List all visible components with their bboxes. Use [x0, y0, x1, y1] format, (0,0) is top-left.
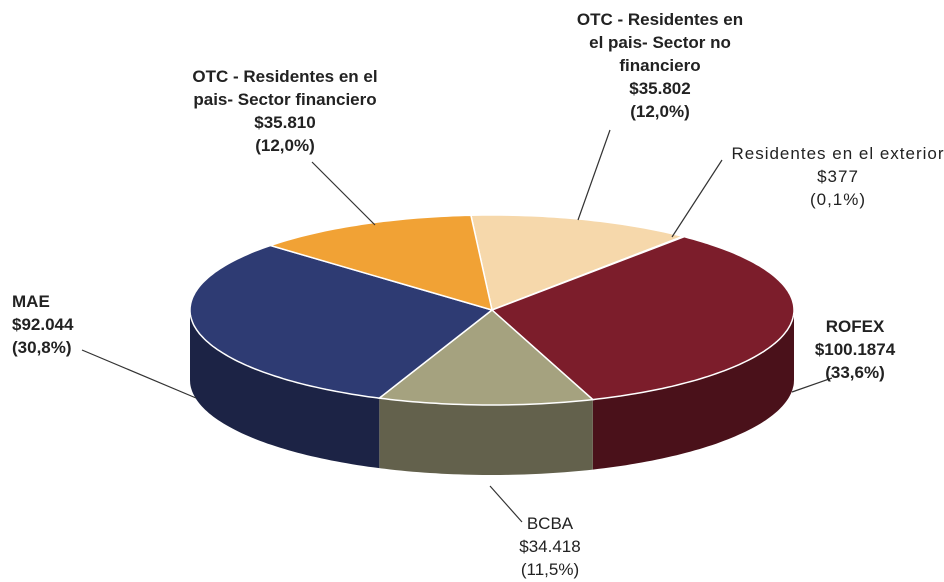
- category-label: MAE: [12, 292, 50, 311]
- slice: [189, 244, 494, 399]
- value-label: (12,0%): [630, 102, 690, 121]
- amount-label: $34.418: [519, 537, 581, 556]
- sides: [190, 310, 794, 475]
- slice: [267, 214, 494, 312]
- tops: [189, 214, 795, 406]
- amount-label: $35.802: [629, 79, 691, 98]
- slice-side: [190, 310, 380, 469]
- slice-label: OTC - Residentes en el pais- Sector no f…: [570, 8, 750, 123]
- value-label: (30,8%): [12, 338, 72, 357]
- slice-label: OTC - Residentes en el pais- Sector fina…: [180, 65, 390, 157]
- category-label: OTC - Residentes en el pais- Sector fina…: [192, 67, 378, 109]
- slice-side: [379, 398, 593, 475]
- leader-line: [81, 349, 197, 399]
- leader-line: [577, 129, 611, 221]
- amount-label: $92.044: [12, 315, 74, 334]
- category-label: BCBA: [526, 514, 574, 533]
- category-label: ROFEX: [825, 317, 885, 336]
- leader-line: [671, 159, 723, 238]
- slice: [377, 309, 595, 406]
- leader-line: [489, 485, 523, 523]
- category-label: Residentes en el exterior: [731, 144, 944, 163]
- amount-label: $35.810: [254, 113, 316, 132]
- slice-side: [592, 310, 794, 470]
- value-label: (11,5%): [520, 560, 580, 579]
- leader-line: [311, 161, 376, 226]
- amount-label: $100.1874: [814, 340, 896, 359]
- value-label: (33,6%): [825, 363, 885, 382]
- slice-label: ROFEX $100.1874 (33,6%): [800, 315, 910, 384]
- value-label: (0,1%): [809, 190, 867, 209]
- slice: [469, 214, 686, 312]
- slice-label: Residentes en el exterior $377 (0,1%): [728, 142, 944, 211]
- leader-line: [791, 377, 833, 393]
- amount-label: $377: [817, 167, 859, 186]
- slice-label: MAE $92.044 (30,8%): [12, 290, 132, 359]
- slice-label: BCBA $34.418 (11,5%): [490, 512, 610, 581]
- slice: [490, 235, 795, 401]
- value-label: (12,0%): [255, 136, 315, 155]
- category-label: OTC - Residentes en el pais- Sector no f…: [576, 10, 744, 75]
